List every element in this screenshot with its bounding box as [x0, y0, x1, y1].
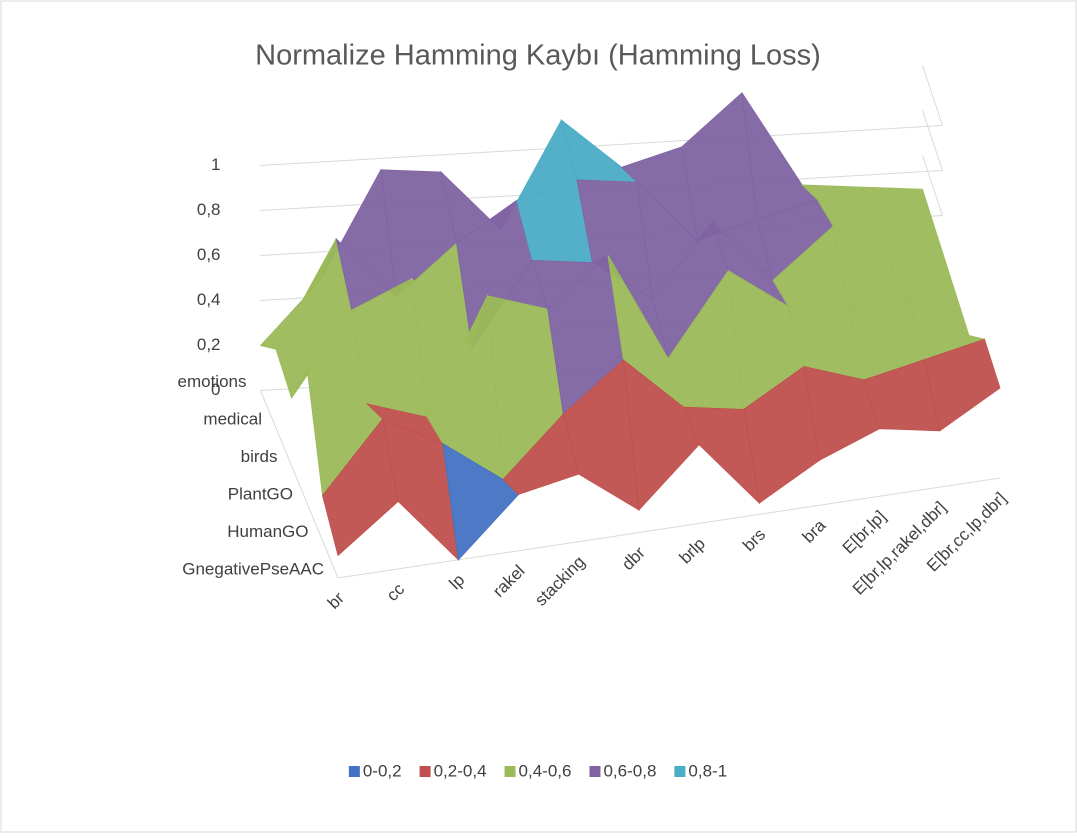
z-tick-label: 0,2: [197, 335, 221, 354]
legend-label: 0,2-0,4: [434, 761, 487, 780]
legend-label: 0,4-0,6: [519, 761, 572, 780]
legend: 0-0,2 0,2-0,4 0,4-0,6 0,6-0,8 0,8-1: [348, 761, 727, 780]
axis-line: [260, 390, 339, 579]
axis-line: [337, 477, 1001, 579]
legend-swatch: [674, 766, 686, 777]
y-tick-label: medical: [203, 409, 262, 428]
grid-line: [922, 65, 943, 126]
z-tick-label: 1: [211, 155, 220, 174]
legend-label: 0,6-0,8: [603, 761, 656, 780]
legend-swatch: [589, 766, 601, 777]
legend-label: 0-0,2: [363, 761, 402, 780]
legend-swatch: [504, 766, 516, 777]
grid-line: [260, 125, 943, 166]
surface-cell: [923, 338, 1001, 432]
chart-title: Normalize Hamming Kaybı (Hamming Loss): [255, 40, 821, 72]
y-tick-label: HumanGO: [227, 522, 308, 541]
y-tick-label: birds: [241, 447, 278, 466]
z-tick-label: 0,8: [197, 200, 221, 219]
z-tick-label: 0,6: [197, 245, 221, 264]
legend-swatch: [419, 766, 431, 777]
legend-swatch: [348, 766, 360, 777]
y-tick-label: GnegativePseAAC: [182, 559, 324, 578]
y-tick-label: emotions: [178, 372, 247, 391]
grid-line: [922, 155, 943, 216]
surface: [259, 91, 1001, 561]
legend-label: 0,8-1: [688, 761, 727, 780]
z-tick-label: 0: [211, 380, 220, 399]
z-tick-label: 0,4: [197, 290, 221, 309]
y-tick-label: PlantGO: [228, 484, 293, 503]
grid-line: [922, 110, 943, 171]
